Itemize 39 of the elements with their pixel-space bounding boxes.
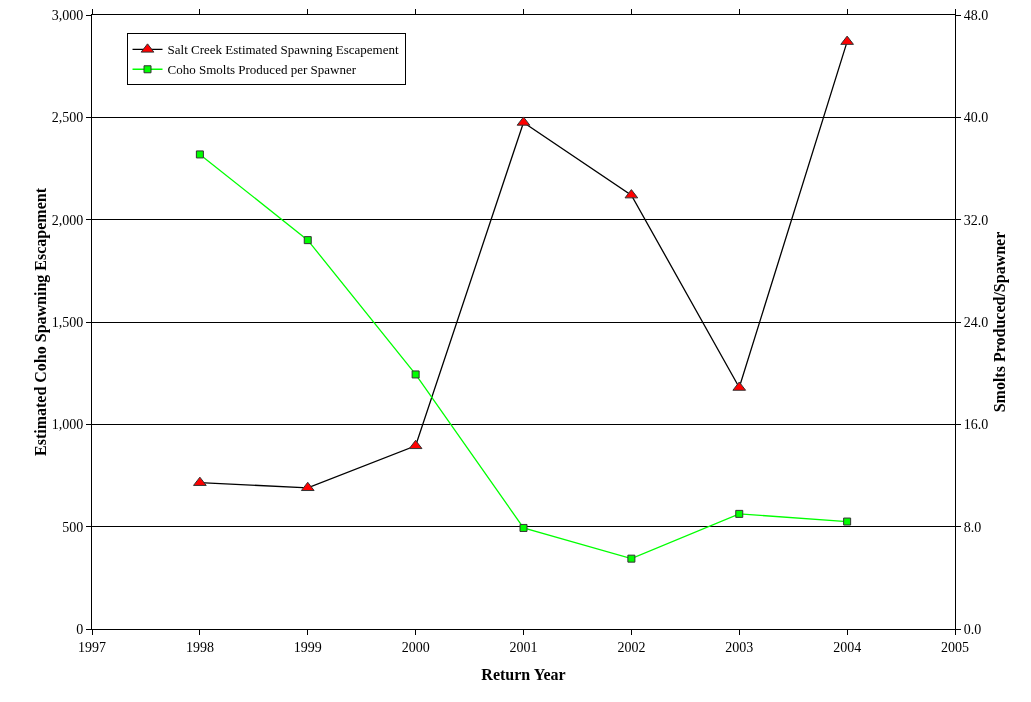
point <box>843 517 852 526</box>
x-tick-label: 2003 <box>725 639 754 655</box>
y-tick-label: 3,000 <box>51 7 84 23</box>
point <box>300 481 315 492</box>
x-tick-label: 1998 <box>185 639 214 655</box>
x-tick-label: 2002 <box>617 639 646 655</box>
x-tick-label: 1999 <box>293 639 322 655</box>
legend-label: Salt Creek Estimated Spawning Escapement <box>167 42 399 58</box>
legend-label: Coho Smolts Produced per Spawner <box>167 62 357 78</box>
y2-tick-label: 0.0 <box>963 621 982 637</box>
point <box>735 509 744 518</box>
y2-tick-label: 16.0 <box>963 417 989 433</box>
y2-tick-label: 40.0 <box>963 110 989 126</box>
y-tick-label: 2,500 <box>51 110 84 126</box>
y2-tick-label: 24.0 <box>963 314 989 330</box>
x-axis-title: Return Year <box>481 666 566 684</box>
y-tick-label: 1,000 <box>51 417 84 433</box>
x-tick-label: 2005 <box>941 639 969 655</box>
y2-tick-label: 48.0 <box>963 7 989 23</box>
point <box>519 523 528 532</box>
point <box>303 236 312 245</box>
x-tick-label: 2000 <box>401 639 430 655</box>
y-tick-label: 500 <box>62 519 84 535</box>
point <box>195 150 204 159</box>
x-tick-label: 2001 <box>509 639 538 655</box>
y-tick-label: 2,000 <box>51 212 84 228</box>
y-tick-label: 0 <box>76 621 84 637</box>
point <box>840 35 854 45</box>
y2-tick-label: 32.0 <box>963 212 989 228</box>
point <box>627 554 636 563</box>
y-tick-label: 1,500 <box>51 314 84 330</box>
y-axis-title: Estimated Coho Spawning Escapement <box>31 187 50 457</box>
point <box>408 439 423 450</box>
point <box>411 370 420 379</box>
x-tick-label: 1997 <box>78 639 106 655</box>
y2-axis-title: Smolts Produced/Spawner <box>991 231 1009 413</box>
y2-tick-label: 8.0 <box>963 519 982 535</box>
point <box>193 476 207 486</box>
x-tick-label: 2004 <box>833 639 862 655</box>
